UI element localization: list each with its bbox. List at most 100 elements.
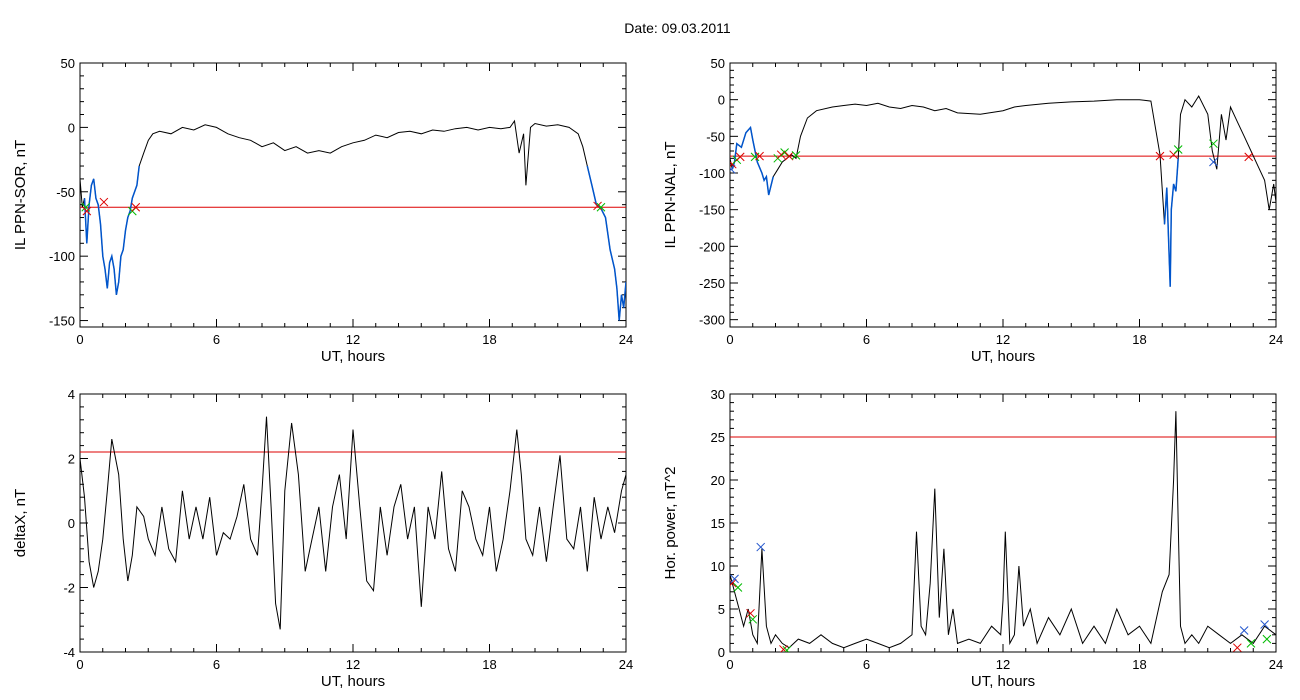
- y-tick-label: -150: [49, 314, 75, 329]
- x-tick-label: 24: [619, 657, 633, 672]
- y-tick-label: 20: [711, 473, 725, 488]
- cross-marker: [1155, 151, 1165, 161]
- cross-marker: [780, 148, 789, 157]
- plot-area: [730, 94, 1276, 287]
- series-line: [730, 411, 1276, 649]
- plot-area: [80, 416, 626, 630]
- x-tick-label: 24: [1269, 332, 1283, 347]
- y-axis-label: Hor. power, nT^2: [662, 467, 679, 580]
- x-tick-label: 12: [346, 657, 360, 672]
- plot-area: [80, 119, 626, 321]
- y-tick-label: 25: [711, 430, 725, 445]
- x-tick-label: 0: [76, 657, 83, 672]
- y-tick-label: -250: [699, 276, 725, 291]
- y-tick-label: 30: [711, 387, 725, 402]
- y-axis-label: IL PPN-SOR, nT: [12, 140, 29, 250]
- cross-marker: [779, 645, 788, 652]
- cross-marker: [784, 151, 794, 161]
- figure-title: Date: 09.03.2011: [624, 20, 731, 36]
- series-highlight-segment: [83, 165, 140, 295]
- x-tick-label: 18: [1132, 657, 1146, 672]
- x-tick-label: 24: [1269, 657, 1283, 672]
- cross-marker: [1232, 643, 1242, 652]
- x-axis-label: UT, hours: [321, 673, 385, 690]
- cross-marker: [735, 152, 745, 162]
- cross-marker: [99, 197, 109, 207]
- y-tick-label: -200: [699, 239, 725, 254]
- y-tick-label: -150: [699, 203, 725, 218]
- cross-marker: [730, 578, 737, 588]
- x-tick-label: 0: [726, 332, 733, 347]
- x-tick-label: 12: [346, 332, 360, 347]
- x-tick-label: 12: [996, 332, 1010, 347]
- x-tick-label: 6: [863, 657, 870, 672]
- y-axis-label: deltaX, nT: [12, 489, 29, 557]
- y-tick-label: 15: [711, 516, 725, 531]
- cross-marker: [1244, 152, 1254, 162]
- y-tick-label: -50: [56, 185, 75, 200]
- cross-marker: [596, 202, 606, 212]
- x-tick-label: 18: [482, 657, 496, 672]
- series-line: [80, 119, 626, 321]
- series-highlight-segment: [1163, 158, 1179, 287]
- cross-marker: [1260, 620, 1269, 629]
- x-tick-label: 6: [213, 332, 220, 347]
- y-tick-label: 50: [711, 56, 725, 71]
- y-tick-label: 5: [718, 602, 725, 617]
- series-highlight-segment: [731, 125, 774, 196]
- cross-marker: [733, 583, 743, 592]
- cross-marker: [730, 574, 739, 584]
- y-tick-label: 0: [718, 645, 725, 660]
- cross-marker: [755, 151, 764, 161]
- cross-marker: [791, 151, 801, 160]
- x-tick-label: 24: [619, 332, 633, 347]
- cross-marker: [82, 206, 92, 216]
- panel-p1: 0 6 12 18 24 -150 -100 -50 0 50 UT, hours IL PPN-SO…: [12, 56, 633, 365]
- x-axis-label: UT, hours: [971, 673, 1035, 690]
- x-tick-label: 18: [1132, 332, 1146, 347]
- cross-marker: [131, 202, 141, 212]
- x-axis-label: UT, hours: [971, 348, 1035, 365]
- y-tick-label: 2: [68, 452, 75, 467]
- y-tick-label: -100: [699, 166, 725, 181]
- x-tick-label: 18: [482, 332, 496, 347]
- x-tick-label: 6: [863, 332, 870, 347]
- x-tick-label: 0: [76, 332, 83, 347]
- cross-marker: [756, 542, 766, 552]
- cross-marker: [1173, 145, 1183, 154]
- series-highlight-segment: [586, 165, 626, 321]
- y-tick-label: 4: [68, 387, 75, 402]
- panel-p4: 0 6 12 18 24 0 5 10 15 20 25 30 UT, hours Hor. power,…: [662, 387, 1283, 690]
- plot-frame: [79, 62, 627, 328]
- plot-frame: [729, 393, 1277, 653]
- y-tick-label: 0: [68, 120, 75, 135]
- series-line: [730, 94, 1276, 287]
- y-tick-label: -50: [706, 129, 725, 144]
- cross-marker: [748, 614, 758, 624]
- cross-marker: [1209, 157, 1218, 167]
- x-tick-label: 6: [213, 657, 220, 672]
- y-tick-label: -100: [49, 249, 75, 264]
- x-tick-label: 0: [726, 657, 733, 672]
- x-axis-label: UT, hours: [321, 348, 385, 365]
- y-tick-label: -4: [63, 645, 75, 660]
- y-tick-label: -300: [699, 313, 725, 328]
- cross-marker: [1239, 626, 1249, 635]
- cross-marker: [1246, 639, 1256, 648]
- y-axis-label: IL PPN-NAL, nT: [662, 142, 679, 249]
- y-tick-label: 50: [61, 56, 75, 71]
- y-tick-label: -2: [63, 581, 75, 596]
- panel-p2: 0 6 12 18 24 -300 -250 -200 -150 -100 -50 0 50 UT, ho…: [662, 56, 1283, 365]
- cross-marker: [1262, 634, 1272, 644]
- series-line: [80, 416, 626, 630]
- x-tick-label: 12: [996, 657, 1010, 672]
- cross-marker: [746, 608, 755, 618]
- cross-marker: [1209, 139, 1218, 149]
- y-tick-label: 10: [711, 559, 725, 574]
- y-tick-label: 0: [718, 93, 725, 108]
- cross-marker: [782, 645, 792, 652]
- cross-marker: [730, 164, 736, 174]
- plot-area: [730, 411, 1276, 652]
